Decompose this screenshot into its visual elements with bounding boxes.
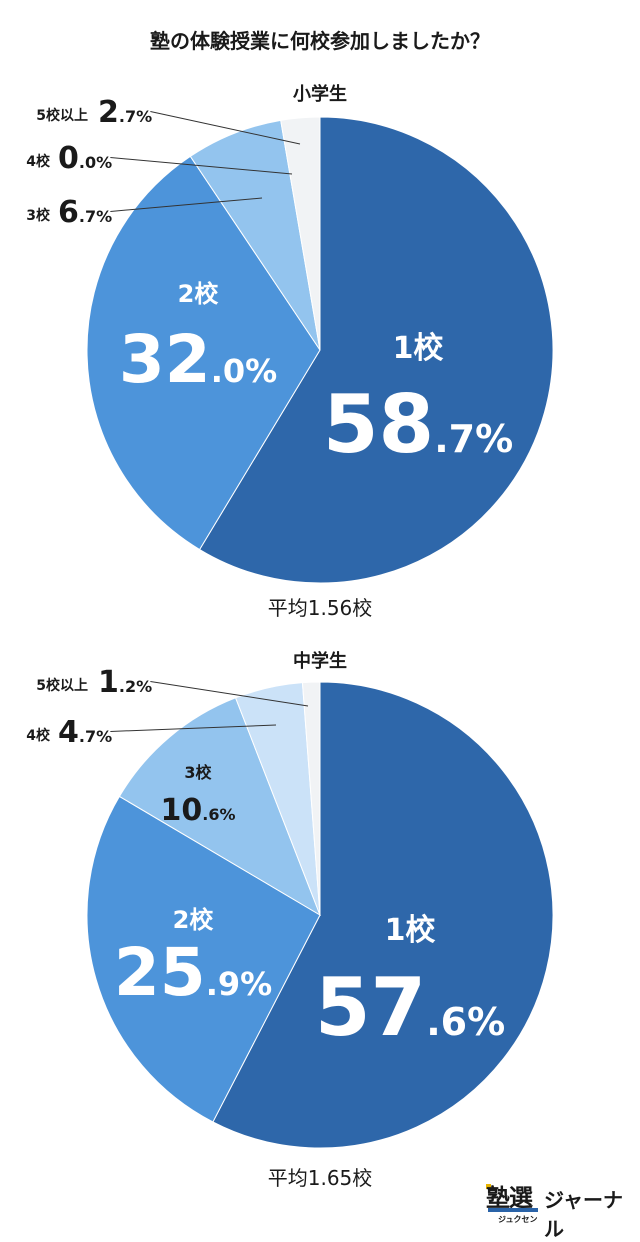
pie-2-label-name-2: 2校	[173, 906, 215, 934]
pie-1-label-value-2-int: 32	[119, 321, 211, 398]
pie-2-label-value-3: 10.6%	[161, 793, 236, 828]
pie-2-label-value-1-dec: .6%	[426, 1000, 505, 1044]
pie-1-label-name-5: 5校以上	[36, 107, 88, 124]
pie-2-label-value-2: 25.9%	[114, 934, 272, 1011]
logo-subtext: ジュクセン	[498, 1215, 538, 1224]
pie-1-label-value-5-dec: .7%	[119, 107, 152, 126]
pie-1-title: 小学生	[293, 83, 347, 105]
pie-2-leader-line-4	[110, 724, 277, 732]
pie-1-slice-5	[280, 116, 321, 351]
pie-2-label-value-4-dec: .7%	[79, 727, 112, 746]
pie-2-label-value-1: 57.6%	[315, 961, 505, 1054]
pie-1-label-value-2: 32.0%	[119, 321, 277, 398]
pie-1-label-value-4-dec: .0%	[79, 153, 112, 172]
juku-sen-journal-logo: 塾選 ジュクセン ジャーナル	[486, 1178, 626, 1241]
pie-1-label-value-5: 2.7%	[98, 95, 152, 130]
pie-1-label-name-4: 4校	[26, 153, 51, 170]
pie-1-label-value-3: 6.7%	[58, 195, 112, 230]
pie-1-label-name-2: 2校	[178, 280, 220, 308]
pie-1-leader-line-4	[110, 157, 293, 175]
pie-1-slice-1	[198, 116, 554, 584]
pie-1-label-value-1-dec: .7%	[434, 417, 513, 461]
logo-name: ジャーナル	[544, 1188, 623, 1241]
pie-2-label-value-4: 4.7%	[58, 715, 112, 750]
pie-2-label-name-1: 1校	[385, 913, 436, 948]
pie-2-slice-2	[86, 795, 321, 1123]
pie-1-label-value-2-dec: .0%	[211, 352, 277, 390]
pie-2-label-value-4-int: 4	[58, 715, 79, 750]
pie-1-label-value-1-int: 58	[323, 378, 434, 471]
pie-2-label-value-3-dec: .6%	[202, 805, 235, 824]
pie-2-label-value-2-int: 25	[114, 934, 206, 1011]
pie-1-slice-2	[86, 155, 321, 551]
pie-2-label-value-5-dec: .2%	[119, 677, 152, 696]
pie-1-label-value-3-dec: .7%	[79, 207, 112, 226]
pie-2-slice-1	[212, 681, 554, 1149]
pie-2-label-name-3: 3校	[184, 763, 212, 782]
chart-title: 塾の体験授業に何校参加しましたか？	[150, 29, 490, 53]
pie-2-label-value-1-int: 57	[315, 961, 426, 1054]
pie-2-label-value-5: 1.2%	[98, 665, 152, 700]
pie-2-title: 中学生	[293, 650, 347, 672]
pie-2-label-value-2-dec: .9%	[206, 965, 272, 1003]
logo-mark: 塾選	[486, 1184, 533, 1212]
logo-underline	[488, 1208, 538, 1212]
pie-1-label-value-1: 58.7%	[323, 378, 513, 471]
pie-1-label-name-3: 3校	[26, 207, 51, 224]
pie-2-label-name-5: 5校以上	[36, 677, 88, 694]
logo-accent-dot	[486, 1184, 491, 1189]
pie-1-caption: 平均1.56校	[268, 596, 373, 620]
pie-2-slice-3	[118, 697, 321, 917]
pie-1-label-value-4: 0.0%	[58, 141, 112, 176]
pie-1-leader-line-5	[150, 111, 301, 145]
pie-1-label-value-4-int: 0	[58, 141, 79, 176]
pie-2-label-value-3-int: 10	[161, 793, 203, 828]
pie-1-leader-line-3	[110, 197, 263, 212]
pie-2-caption: 平均1.65校	[268, 1166, 373, 1190]
pie-1-label-value-3-int: 6	[58, 195, 79, 230]
pie-2-label-name-4: 4校	[26, 727, 51, 744]
pie-1-label-value-5-int: 2	[98, 95, 119, 130]
pie-2-label-value-5-int: 1	[98, 665, 119, 700]
pie-2-slice-5	[301, 681, 321, 916]
pie-2-leader-line-5	[150, 681, 309, 707]
pie-1-label-name-1: 1校	[393, 331, 444, 366]
